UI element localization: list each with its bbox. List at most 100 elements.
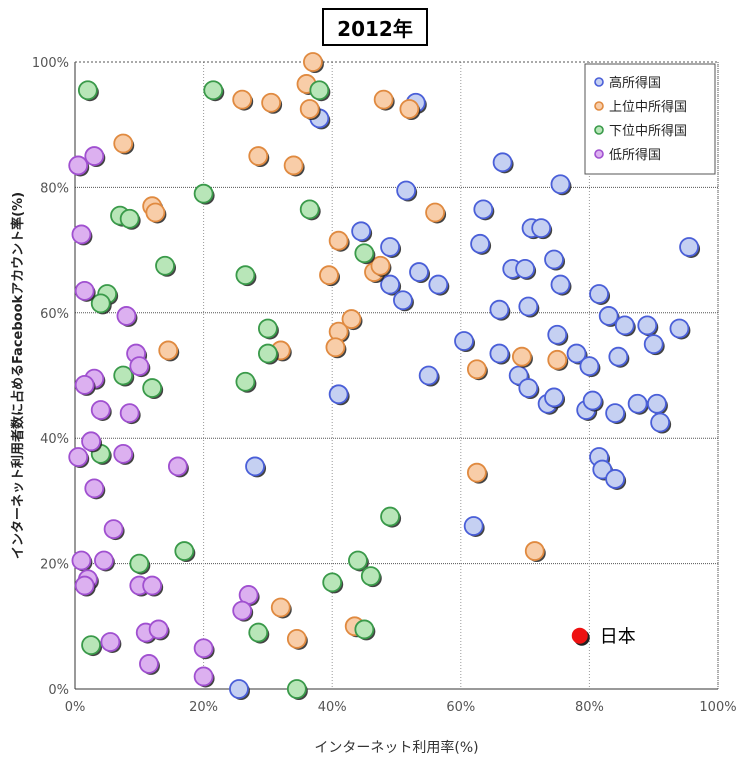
- data-point: [637, 315, 658, 336]
- x-tick-label: 0%: [65, 700, 86, 715]
- data-point: [257, 343, 278, 364]
- data-point: [470, 233, 490, 254]
- data-point: [84, 478, 105, 499]
- legend-entry: 高所得国: [609, 75, 661, 91]
- y-axis-title: インターネット利用者数に占めるFacebookアカウント率(%): [10, 192, 26, 559]
- data-point: [90, 293, 111, 314]
- data-point: [360, 566, 381, 587]
- data-point: [203, 80, 224, 101]
- data-point: [418, 365, 439, 386]
- data-point: [322, 572, 343, 593]
- data-point: [90, 400, 111, 420]
- legend-marker: [594, 125, 604, 135]
- data-point: [235, 371, 256, 392]
- data-point: [341, 309, 362, 329]
- data-point: [351, 221, 372, 242]
- data-point: [77, 80, 98, 101]
- data-point: [589, 284, 609, 304]
- data-point: [399, 99, 420, 119]
- data-point: [669, 318, 690, 339]
- data-point: [579, 356, 600, 376]
- data-points: [68, 52, 701, 700]
- data-point: [145, 202, 166, 223]
- y-tick-label: 80%: [40, 181, 69, 196]
- x-tick-label: 20%: [189, 700, 218, 715]
- data-point: [524, 541, 545, 561]
- data-point: [373, 89, 394, 110]
- data-point: [531, 218, 552, 239]
- data-point: [454, 331, 474, 351]
- data-point: [84, 146, 105, 166]
- data-point: [370, 255, 391, 276]
- data-point: [608, 346, 629, 367]
- data-point: [518, 378, 539, 398]
- data-point: [380, 506, 400, 527]
- data-point: [544, 249, 564, 270]
- data-point: [261, 92, 282, 113]
- data-point: [598, 306, 619, 326]
- data-point: [248, 146, 269, 166]
- data-point: [270, 597, 291, 618]
- data-point: [113, 443, 134, 464]
- legend-marker: [594, 149, 604, 159]
- data-point: [380, 274, 400, 295]
- data-point: [193, 183, 214, 204]
- x-tick-label: 100%: [699, 700, 736, 715]
- data-point: [81, 635, 101, 656]
- legend-marker: [594, 77, 604, 87]
- data-point: [544, 387, 564, 408]
- data-point: [103, 519, 124, 540]
- data-point: [74, 280, 95, 301]
- data-point: [68, 447, 89, 467]
- x-tick-label: 40%: [318, 700, 347, 715]
- data-point: [71, 224, 92, 245]
- data-point: [348, 550, 368, 571]
- data-point: [235, 265, 256, 286]
- y-tick-label: 60%: [40, 307, 69, 322]
- data-point: [119, 403, 140, 424]
- data-point: [605, 403, 626, 424]
- data-point: [158, 340, 179, 361]
- legend-box: [584, 63, 716, 175]
- data-point: [380, 237, 400, 257]
- data-point: [409, 262, 429, 282]
- data-point: [614, 315, 635, 336]
- data-point: [245, 456, 265, 477]
- data-point: [232, 89, 253, 110]
- data-point: [232, 600, 253, 621]
- chart-title: 2012年: [322, 8, 428, 46]
- data-point: [550, 274, 571, 295]
- data-point: [393, 290, 413, 311]
- data-point: [74, 375, 95, 395]
- data-point: [113, 133, 134, 154]
- data-point: [309, 80, 330, 101]
- data-point: [303, 52, 323, 72]
- data-point: [582, 390, 603, 411]
- data-point: [119, 208, 140, 229]
- data-point: [229, 679, 249, 699]
- data-point: [466, 462, 487, 483]
- data-point: [257, 318, 278, 339]
- japan-label: 日本: [600, 627, 636, 648]
- x-axis-title: インターネット利用率(%): [314, 739, 478, 756]
- legend-entry: 低所得国: [609, 147, 661, 163]
- data-point: [299, 99, 320, 119]
- data-point: [489, 299, 510, 320]
- legend-entry: 下位中所得国: [609, 123, 687, 139]
- data-point: [142, 575, 163, 596]
- data-point: [129, 356, 150, 376]
- data-point: [492, 152, 513, 173]
- data-point: [547, 349, 568, 370]
- data-point: [428, 274, 449, 295]
- data-point: [286, 628, 307, 649]
- japan-point: [571, 627, 588, 644]
- data-point: [148, 619, 169, 640]
- data-point: [325, 337, 346, 358]
- y-tick-label: 0%: [48, 683, 69, 698]
- data-point: [463, 516, 484, 536]
- data-point: [139, 654, 159, 674]
- data-point: [167, 456, 188, 477]
- data-point: [518, 296, 539, 317]
